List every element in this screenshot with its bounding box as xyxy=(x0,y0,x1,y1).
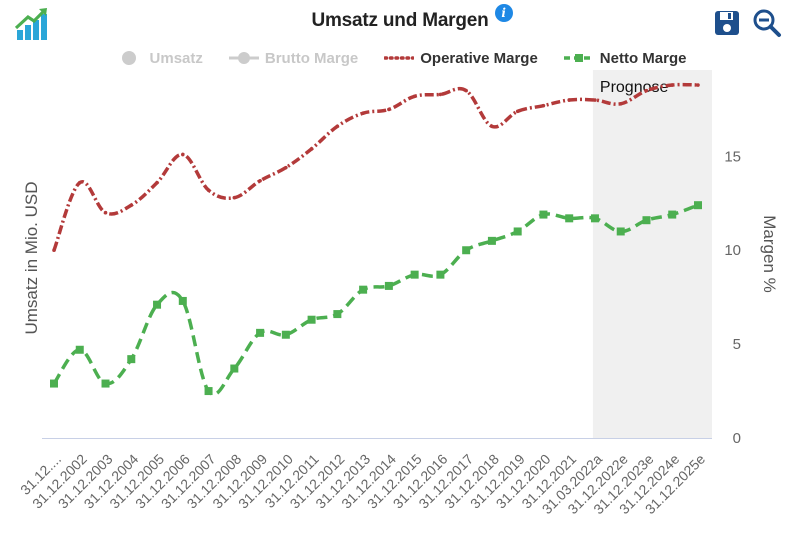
operative-marge-point[interactable] xyxy=(412,94,417,99)
y-tick-label: 0 xyxy=(733,430,741,447)
info-icon[interactable]: i xyxy=(494,4,513,22)
legend-item-netto-marge[interactable]: Netto Marge xyxy=(563,46,687,70)
operative-marge-point[interactable] xyxy=(309,147,314,151)
left-axis-title: Umsatz in Mio. USD xyxy=(22,181,41,334)
legend-dotted-marker-icon xyxy=(384,56,415,60)
netto-marge-point[interactable] xyxy=(230,364,239,373)
right-axis-title: Margen % xyxy=(760,215,779,292)
series-layer xyxy=(50,82,702,396)
operative-marge-point[interactable] xyxy=(618,101,623,106)
netto-marge-point[interactable] xyxy=(256,328,265,337)
operative-marge-point[interactable] xyxy=(103,210,108,215)
legend-label: Brutto Marge xyxy=(264,49,359,67)
netto-marge-point[interactable] xyxy=(178,296,187,305)
legend-item-umsatz[interactable]: Umsatz xyxy=(114,46,203,70)
netto-marge-point[interactable] xyxy=(127,355,136,364)
operative-marge-point[interactable] xyxy=(284,165,288,170)
operative-marge-point[interactable] xyxy=(696,83,700,87)
operative-marge-point[interactable] xyxy=(206,188,211,192)
growth-chart-icon[interactable] xyxy=(14,6,50,42)
netto-marge-point[interactable] xyxy=(410,270,419,279)
netto-marge-point[interactable] xyxy=(333,310,342,319)
legend-line-marker-icon xyxy=(228,52,259,64)
x-axis-ticks: 31.12....31.12.200231.12.200331.12.20043… xyxy=(17,451,708,518)
zoom-out-icon[interactable] xyxy=(752,8,782,38)
forecast-band xyxy=(592,70,712,438)
legend-label: Umsatz xyxy=(149,49,203,67)
legend-label: Operative Marge xyxy=(420,49,538,67)
operative-marge-point[interactable] xyxy=(52,248,56,253)
operative-marge-point[interactable] xyxy=(464,88,468,93)
chart-header: Umsatz und Margen i xyxy=(0,0,800,46)
operative-marge-point[interactable] xyxy=(515,109,520,114)
netto-marge-point[interactable] xyxy=(565,214,574,223)
netto-marge-point[interactable] xyxy=(281,330,290,339)
operative-marge-point[interactable] xyxy=(644,88,649,93)
netto-marge-point[interactable] xyxy=(75,345,84,354)
operative-marge-point[interactable] xyxy=(438,92,443,97)
netto-marge-point[interactable] xyxy=(101,379,110,388)
y-tick-label: 15 xyxy=(724,148,741,165)
legend-circle-marker-icon xyxy=(121,51,136,65)
netto-marge-point[interactable] xyxy=(616,227,625,236)
operative-marge-point[interactable] xyxy=(387,107,391,112)
netto-marge-point[interactable] xyxy=(307,315,316,324)
operative-marge-point[interactable] xyxy=(670,83,675,87)
right-axis-ticks: 0 5 10 15 xyxy=(724,148,741,447)
operative-marge-point[interactable] xyxy=(258,178,262,183)
netto-marge-point[interactable] xyxy=(462,246,471,255)
netto-marge-point[interactable] xyxy=(642,216,651,225)
netto-marge-point[interactable] xyxy=(359,285,368,294)
save-icon[interactable] xyxy=(712,8,742,38)
operative-marge-point[interactable] xyxy=(361,111,365,115)
y-tick-label: 10 xyxy=(724,242,741,259)
chart-title: Umsatz und Margen xyxy=(311,10,489,31)
operative-marge-point[interactable] xyxy=(77,180,82,185)
forecast-label: Prognose xyxy=(600,79,669,96)
legend-label: Netto Marge xyxy=(599,49,687,67)
netto-marge-point[interactable] xyxy=(487,236,496,245)
operative-marge-point[interactable] xyxy=(593,98,597,102)
netto-marge-point[interactable] xyxy=(204,387,213,396)
netto-marge-point[interactable] xyxy=(436,270,445,279)
netto-marge-point[interactable] xyxy=(153,300,162,309)
netto-marge-point[interactable] xyxy=(590,214,599,223)
legend-item-brutto-marge[interactable]: Brutto Marge xyxy=(228,46,359,70)
operative-marge-point[interactable] xyxy=(335,124,340,129)
operative-marge-point[interactable] xyxy=(567,98,571,102)
operative-marge-point[interactable] xyxy=(155,180,159,185)
operative-marge-point[interactable] xyxy=(232,195,237,200)
netto-marge-point[interactable] xyxy=(50,379,58,388)
legend-square-marker-icon xyxy=(563,54,594,62)
netto-marge-point[interactable] xyxy=(539,210,548,219)
operative-marge-point[interactable] xyxy=(541,103,546,108)
legend-item-operative-marge[interactable]: Operative Marge xyxy=(384,46,538,70)
operative-marge-point[interactable] xyxy=(490,124,494,129)
netto-marge-point[interactable] xyxy=(513,227,522,236)
y-tick-label: 5 xyxy=(733,336,741,353)
operative-marge-point[interactable] xyxy=(181,152,185,157)
netto-marge-point[interactable] xyxy=(384,281,393,290)
chart-legend: Umsatz Brutto Marge Operative Marge Nett… xyxy=(0,46,800,70)
netto-marge-point[interactable] xyxy=(668,210,677,219)
netto-marge-point[interactable] xyxy=(694,201,702,210)
operative-marge-point[interactable] xyxy=(129,203,134,207)
